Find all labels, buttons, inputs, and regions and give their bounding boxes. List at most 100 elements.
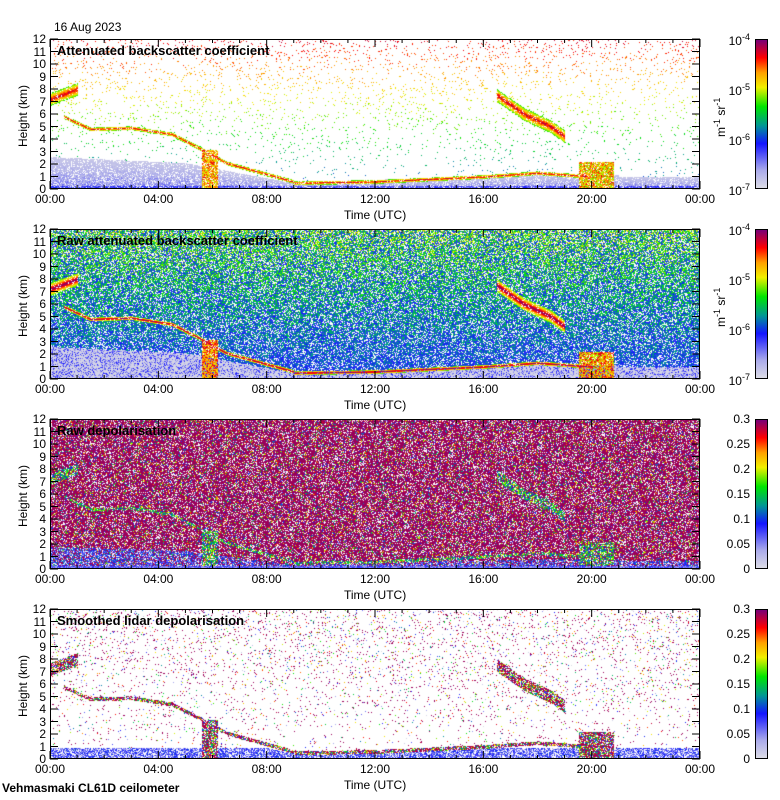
y-tick-label: 10 xyxy=(32,627,46,641)
y-tick-label: 8 xyxy=(39,652,46,666)
y-tick-label: 1 xyxy=(39,549,46,564)
x-axis-title: Time (UTC) xyxy=(344,208,407,222)
y-tick-label: 12 xyxy=(32,412,46,426)
tick-base: 10 xyxy=(728,274,742,288)
y-tick-label: 8 xyxy=(39,272,46,286)
y-tick-label: 4 xyxy=(39,512,46,526)
colorbar-tick-label: 0.25 xyxy=(726,437,750,451)
plot-title: Raw attenuated backscatter coefficient xyxy=(57,233,298,248)
colorbar-tick-label: 10-4 xyxy=(710,32,750,48)
x-axis-title: Time (UTC) xyxy=(344,588,407,602)
tick-exponent: -4 xyxy=(741,222,750,232)
y-tick-label: 11 xyxy=(33,614,46,629)
colorbar-tick-label: 0.3 xyxy=(733,602,750,616)
x-tick-label: 00:00 xyxy=(684,192,716,206)
x-tick-label: 00:00 xyxy=(684,572,716,586)
y-tick-label: 2 xyxy=(39,727,46,741)
tick-base: 10 xyxy=(728,374,742,388)
y-tick-label: 12 xyxy=(32,32,46,46)
y-tick-label: 7 xyxy=(39,94,46,109)
x-axis-title: Time (UTC) xyxy=(344,778,407,792)
y-tick-label: 4 xyxy=(39,322,46,336)
heatmap-image xyxy=(50,419,700,569)
y-tick-label: 7 xyxy=(39,664,46,679)
tick-base: 10 xyxy=(728,34,742,48)
x-tick-label: 12:00 xyxy=(359,762,391,776)
colorbar-tick-label: 0.05 xyxy=(726,727,750,741)
y-tick-label: 4 xyxy=(39,702,46,716)
axes-border xyxy=(50,609,700,759)
x-tick-label: 00:00 xyxy=(34,382,66,396)
colorbar xyxy=(755,609,768,759)
tick-exponent: -6 xyxy=(741,322,750,332)
unit-sr: sr xyxy=(714,295,728,309)
tick-base: 10 xyxy=(728,84,742,98)
plot-frame xyxy=(49,228,701,380)
y-tick-label: 9 xyxy=(39,449,46,464)
heatmap-image xyxy=(50,609,700,759)
y-tick-label: 1 xyxy=(39,169,46,184)
axes-border xyxy=(50,229,700,379)
colorbar-tick-label: 10-4 xyxy=(710,222,750,238)
colorbar-unit: m-1 sr-1 xyxy=(712,288,728,327)
unit-exp: -1 xyxy=(712,308,722,317)
tick-exponent: -7 xyxy=(741,182,750,192)
tick-exponent: -5 xyxy=(741,82,750,92)
colorbar-tick-label: 0 xyxy=(743,752,750,766)
colorbar-tick-label: 0 xyxy=(743,562,750,576)
colorbar-tick-label: 10-5 xyxy=(710,82,750,98)
y-tick-label: 0 xyxy=(39,372,46,386)
colorbar-tick-label: 10-7 xyxy=(710,372,750,388)
y-tick-label: 7 xyxy=(39,474,46,489)
y-tick-label: 0 xyxy=(39,752,46,766)
colorbar-tick-label: 0.15 xyxy=(726,487,750,501)
y-tick-label: 9 xyxy=(39,639,46,654)
y-tick-label: 9 xyxy=(39,69,46,84)
colorbar-tick-label: 0.25 xyxy=(726,627,750,641)
colorbar-tick-label: 0.15 xyxy=(726,677,750,691)
colorbar xyxy=(755,229,768,379)
colorbar xyxy=(755,419,768,569)
heatmap-image xyxy=(50,229,700,379)
y-tick-label: 5 xyxy=(39,119,46,134)
y-tick-label: 5 xyxy=(39,499,46,514)
x-axis-title: Time (UTC) xyxy=(344,398,407,412)
tick-exponent: -4 xyxy=(741,32,750,42)
heatmap-image xyxy=(50,39,700,189)
y-tick-label: 5 xyxy=(39,689,46,704)
unit-sr: sr xyxy=(714,105,728,119)
x-tick-label: 00:00 xyxy=(684,382,716,396)
y-tick-label: 10 xyxy=(32,57,46,71)
x-tick-label: 04:00 xyxy=(143,382,174,396)
tick-base: 10 xyxy=(728,324,742,338)
x-tick-label: 08:00 xyxy=(251,382,282,396)
colorbar-unit: m-1 sr-1 xyxy=(712,98,728,137)
y-tick-label: 6 xyxy=(39,297,46,311)
tick-exponent: -6 xyxy=(741,132,750,142)
x-tick-label: 04:00 xyxy=(143,762,174,776)
colorbar-tick-label: 0.05 xyxy=(726,537,750,551)
y-tick-label: 0 xyxy=(39,562,46,576)
x-tick-label: 20:00 xyxy=(576,762,607,776)
y-tick-label: 2 xyxy=(39,347,46,361)
colorbar-tick-label: 10-6 xyxy=(710,322,750,338)
x-tick-label: 16:00 xyxy=(468,572,499,586)
y-tick-label: 2 xyxy=(39,157,46,171)
y-tick-label: 12 xyxy=(32,222,46,236)
x-tick-label: 08:00 xyxy=(251,572,282,586)
y-tick-label: 12 xyxy=(32,602,46,616)
y-tick-label: 4 xyxy=(39,132,46,146)
x-tick-label: 12:00 xyxy=(359,192,391,206)
y-tick-label: 6 xyxy=(39,677,46,691)
colorbar-tick-label: 0.1 xyxy=(733,702,750,716)
y-tick-label: 11 xyxy=(33,44,46,59)
y-tick-label: 11 xyxy=(33,234,46,249)
x-tick-label: 08:00 xyxy=(251,762,282,776)
colorbar-tick-label: 10-6 xyxy=(710,132,750,148)
x-tick-label: 00:00 xyxy=(684,762,716,776)
x-tick-label: 16:00 xyxy=(468,762,499,776)
colorbar-tick-label: 10-7 xyxy=(710,182,750,198)
x-tick-label: 08:00 xyxy=(251,192,282,206)
axes-border xyxy=(50,419,700,569)
plot-frame xyxy=(49,608,701,760)
